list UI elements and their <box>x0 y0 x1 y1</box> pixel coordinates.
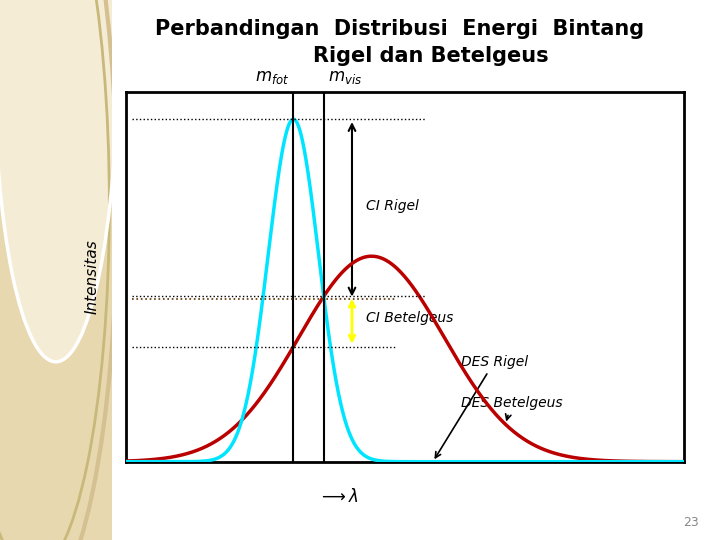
Text: Intensitas: Intensitas <box>85 239 100 314</box>
Text: CI Betelgeus: CI Betelgeus <box>366 310 454 325</box>
Text: $m_{vis}$: $m_{vis}$ <box>328 69 362 86</box>
Text: Rigel dan Betelgeus: Rigel dan Betelgeus <box>313 46 549 66</box>
Text: CI Rigel: CI Rigel <box>366 199 419 213</box>
Text: $\longrightarrow \lambda$: $\longrightarrow \lambda$ <box>318 488 359 506</box>
Text: DES Rigel: DES Rigel <box>436 355 528 458</box>
Text: 23: 23 <box>683 516 698 529</box>
Text: Perbandingan  Distribusi  Energi  Bintang: Perbandingan Distribusi Energi Bintang <box>155 19 644 39</box>
Text: DES Betelgeus: DES Betelgeus <box>461 396 562 420</box>
Circle shape <box>0 0 117 362</box>
Text: $m_{fot}$: $m_{fot}$ <box>256 69 289 86</box>
